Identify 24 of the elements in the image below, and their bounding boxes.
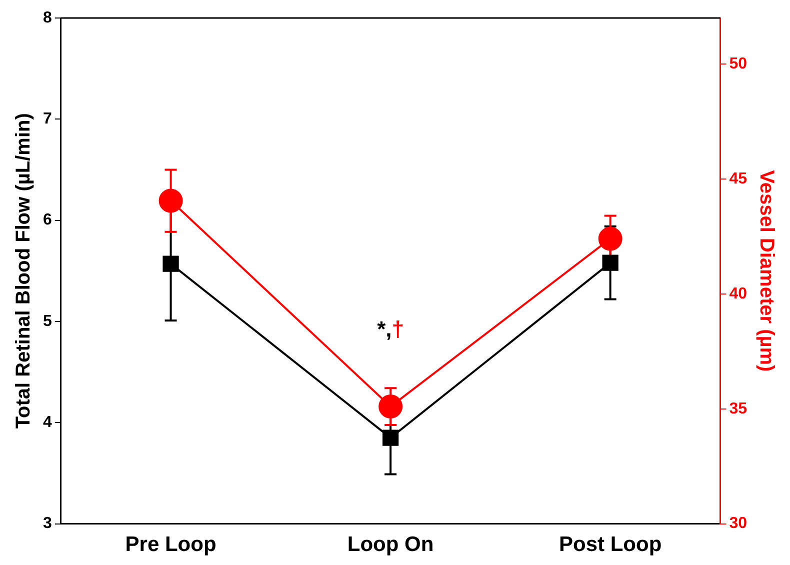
annotation: † <box>392 316 404 342</box>
y-axis-title: Total Retinal Blood Flow (µL/min) <box>12 113 35 429</box>
point <box>162 256 179 272</box>
y-tick-label: 6 <box>42 212 52 229</box>
point <box>158 188 183 213</box>
point <box>378 394 403 419</box>
y2-tick-label: 30 <box>729 515 748 532</box>
annotation: *, <box>377 316 392 342</box>
y-tick-label: 4 <box>42 414 52 432</box>
point <box>382 430 399 446</box>
y-tick-label: 8 <box>42 9 52 26</box>
point <box>602 254 618 271</box>
y2-tick-label: 40 <box>729 285 748 302</box>
y2-tick-label: 45 <box>729 170 748 188</box>
y-tick-label: 3 <box>42 515 52 532</box>
y2-axis-title: Vessel Diameter (µm) <box>755 170 778 372</box>
point <box>598 226 622 251</box>
y2-tick-label: 35 <box>729 400 748 418</box>
y2-tick-label: 50 <box>729 55 748 72</box>
x-tick-label: Post Loop <box>558 533 662 556</box>
y-tick-label: 7 <box>42 110 52 128</box>
y-tick-label: 5 <box>42 312 52 330</box>
x-tick-label: Loop On <box>347 533 434 556</box>
x-tick-label: Pre Loop <box>125 533 216 556</box>
